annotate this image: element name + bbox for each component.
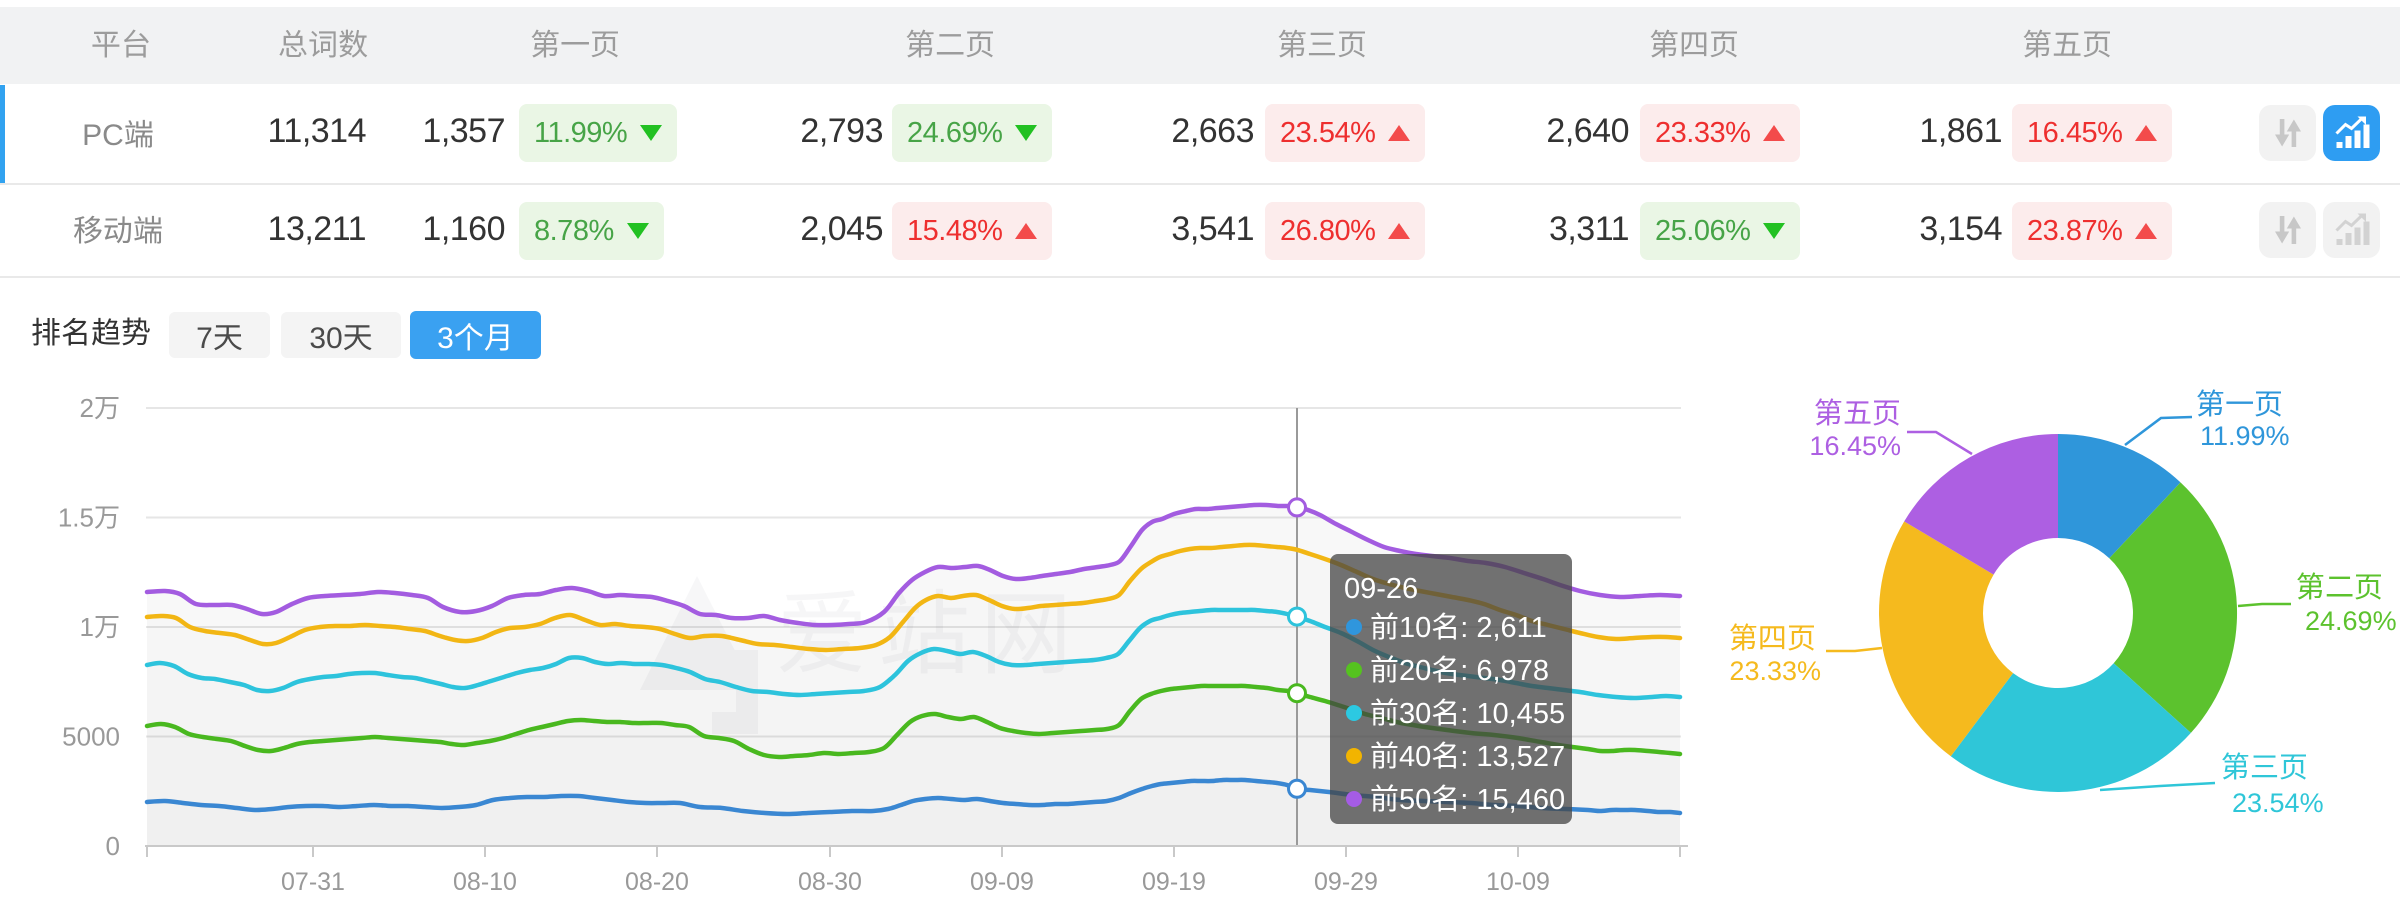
svg-text:16.45%: 16.45% <box>1809 431 1901 461</box>
svg-text:前30名: 10,455: 前30名: 10,455 <box>1370 698 1565 730</box>
svg-text:前40名: 13,527: 前40名: 13,527 <box>1370 741 1565 773</box>
svg-text:09-09: 09-09 <box>970 868 1034 896</box>
svg-text:第二页: 第二页 <box>2296 572 2383 604</box>
svg-text:11.99%: 11.99% <box>2200 421 2290 451</box>
svg-text:08-10: 08-10 <box>453 868 517 896</box>
svg-text:1.5万: 1.5万 <box>58 503 120 533</box>
svg-text:第四页: 第四页 <box>1729 623 1816 655</box>
svg-text:2万: 2万 <box>80 393 120 423</box>
svg-text:09-26: 09-26 <box>1344 573 1418 605</box>
svg-text:10-09: 10-09 <box>1486 868 1550 896</box>
svg-text:前50名: 15,460: 前50名: 15,460 <box>1370 784 1565 816</box>
svg-text:09-19: 09-19 <box>1142 868 1206 896</box>
svg-text:08-20: 08-20 <box>625 868 689 896</box>
svg-text:24.69%: 24.69% <box>2305 606 2397 636</box>
svg-text:08-30: 08-30 <box>798 868 862 896</box>
svg-text:5000: 5000 <box>62 722 120 752</box>
svg-text:0: 0 <box>106 831 120 861</box>
svg-text:前10名: 2,611: 前10名: 2,611 <box>1370 612 1547 644</box>
svg-text:23.33%: 23.33% <box>1729 656 1821 686</box>
svg-text:第一页: 第一页 <box>2196 389 2283 421</box>
svg-text:前20名: 6,978: 前20名: 6,978 <box>1370 655 1549 687</box>
svg-text:第三页: 第三页 <box>2221 752 2308 784</box>
svg-text:第五页: 第五页 <box>1814 398 1901 430</box>
svg-text:1万: 1万 <box>80 612 120 642</box>
svg-text:07-31: 07-31 <box>281 868 345 896</box>
svg-text:09-29: 09-29 <box>1314 868 1378 896</box>
svg-text:23.54%: 23.54% <box>2232 788 2324 818</box>
